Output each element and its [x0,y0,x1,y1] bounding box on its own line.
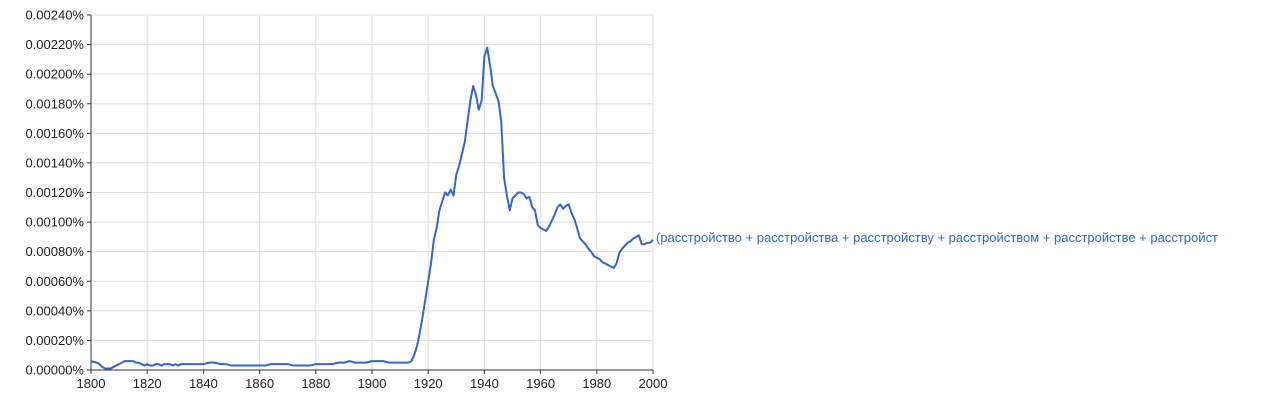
label-layer: (расстройство + расстройства + расстройс… [656,230,1218,245]
y-tick-label: 0.00140% [25,155,84,170]
series-line [90,46,654,370]
x-tick-label: 2000 [639,376,668,391]
x-tick-label: 1880 [301,376,330,391]
x-tick-label: 1840 [189,376,218,391]
x-tick-label: 1800 [77,376,106,391]
y-tick-label: 0.00160% [25,126,84,141]
axis-layer: 1800 1820 1840 1860 1880 1900 1920 1940 1960 1980… [25,8,667,392]
y-tick-label: 0.00180% [25,96,84,111]
series-label[interactable]: (расстройство + расстройства + расстройс… [656,230,1218,245]
y-tick-label: 0.00000% [25,363,84,378]
grid-layer [90,14,654,371]
x-tick-label: 1980 [582,376,611,391]
y-tick-label: 0.00200% [25,67,84,82]
y-tick-label: 0.00120% [25,185,84,200]
series-layer [90,46,654,370]
y-tick-label: 0.00100% [25,215,84,230]
y-tick-label: 0.00080% [25,244,84,259]
x-tick-label: 1940 [470,376,499,391]
y-tick-label: 0.00020% [25,333,84,348]
x-tick-label: 1920 [414,376,443,391]
x-tick-label: 1820 [133,376,162,391]
x-tick-label: 1960 [526,376,555,391]
y-tick-label: 0.00060% [25,274,84,289]
x-tick-label: 1860 [245,376,274,391]
y-tick-label: 0.00040% [25,303,84,318]
x-tick-label: 1900 [358,376,387,391]
y-tick-label: 0.00220% [25,37,84,52]
y-tick-label: 0.00240% [25,8,84,23]
